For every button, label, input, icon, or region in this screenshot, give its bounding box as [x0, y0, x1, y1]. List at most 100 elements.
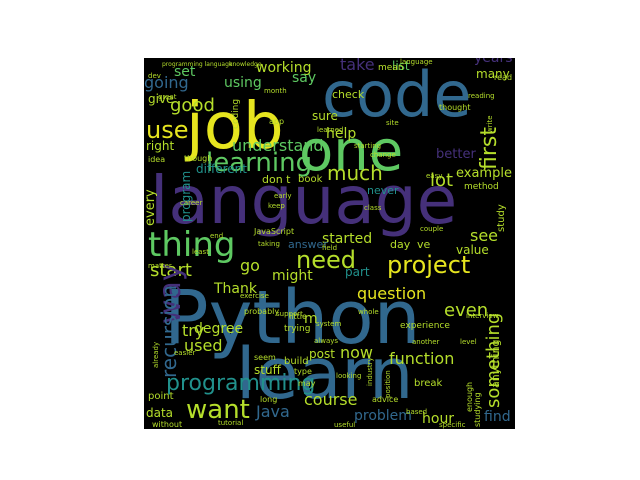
- word-50: right: [146, 139, 174, 153]
- word-7: learning: [206, 148, 312, 178]
- word-128: reading: [468, 92, 495, 100]
- word-66: program: [179, 171, 193, 222]
- word-65: every: [144, 189, 158, 226]
- word-82: enough: [465, 382, 474, 412]
- word-57: data: [146, 406, 173, 420]
- word-10: programming: [166, 371, 315, 396]
- word-69: m: [304, 311, 318, 327]
- word-94: though: [184, 154, 212, 163]
- word-73: coding: [231, 99, 241, 129]
- word-23: working: [256, 60, 312, 76]
- word-19: course: [304, 390, 357, 409]
- word-37: Thank: [213, 281, 258, 297]
- word-77: trying: [284, 324, 310, 334]
- word-64: different: [196, 162, 247, 176]
- word-32: see: [470, 226, 498, 245]
- word-0: language: [150, 162, 457, 239]
- word-100: learned: [317, 126, 343, 134]
- word-47: years: [474, 58, 513, 66]
- word-90: studying: [473, 392, 482, 427]
- word-96: write: [486, 115, 494, 133]
- word-102: class: [364, 204, 382, 212]
- word-101: field: [322, 244, 337, 252]
- word-133: specific: [439, 421, 466, 429]
- word-112: support: [276, 310, 303, 318]
- word-44: take: [340, 58, 375, 74]
- word-83: little: [289, 312, 307, 321]
- word-17: good: [170, 95, 215, 116]
- word-76: method: [464, 182, 499, 192]
- word-127: starting: [354, 142, 381, 150]
- word-59: stuff: [254, 363, 282, 377]
- word-30: help: [326, 126, 356, 142]
- word-18: function: [389, 349, 454, 368]
- word-39: find: [484, 409, 511, 425]
- word-12: use: [146, 116, 188, 144]
- word-63: book: [298, 174, 323, 185]
- word-29: try: [182, 321, 204, 340]
- word-75: mean: [378, 63, 404, 73]
- word-24: understand: [232, 136, 324, 155]
- word-35: way: [153, 263, 188, 324]
- word-5: one: [299, 119, 403, 184]
- word-110: least: [192, 248, 209, 256]
- word-89: break: [414, 378, 443, 389]
- word-132: position: [384, 370, 392, 398]
- word-129: easy: [426, 172, 442, 180]
- word-52: check: [332, 88, 365, 101]
- word-72: better: [436, 147, 476, 162]
- word-14: something: [483, 313, 504, 408]
- word-62: don t: [262, 173, 291, 186]
- word-93: idea: [148, 155, 165, 164]
- word-88: may: [298, 379, 316, 388]
- word-36: go: [240, 256, 260, 275]
- word-2: learn: [236, 333, 413, 415]
- word-135: interview: [466, 312, 499, 320]
- word-87: type: [294, 367, 312, 376]
- word-124: programming language: [162, 61, 233, 68]
- word-25: example: [456, 166, 512, 181]
- word-45: list: [392, 59, 410, 73]
- word-106: industry: [366, 357, 374, 386]
- word-56: degree: [194, 321, 243, 337]
- word-55: ve: [417, 238, 431, 251]
- word-91: advice: [372, 395, 398, 404]
- word-6: thing: [148, 225, 235, 265]
- word-42: using: [224, 75, 262, 91]
- word-119: early: [274, 192, 292, 200]
- word-126: knowledge: [229, 61, 262, 68]
- word-48: going: [144, 73, 189, 92]
- word-123: language: [400, 58, 433, 66]
- word-99: month: [264, 87, 287, 95]
- word-38: might: [272, 268, 313, 284]
- word-49: give: [148, 92, 173, 106]
- word-4: job: [184, 90, 284, 164]
- word-40: recursion: [157, 285, 181, 378]
- word-97: dev: [148, 72, 161, 80]
- word-71: anything: [489, 339, 502, 388]
- word-131: based: [406, 408, 427, 416]
- word-86: long: [260, 395, 277, 404]
- word-134: useful: [334, 421, 355, 429]
- word-67: study: [496, 204, 507, 232]
- word-58: post: [309, 347, 335, 361]
- word-85: point: [148, 391, 174, 402]
- word-46: many: [476, 67, 510, 81]
- word-41: set: [174, 64, 196, 80]
- word-34: hour: [422, 411, 454, 427]
- word-13: question: [357, 284, 426, 303]
- word-117: career: [180, 199, 202, 207]
- word-11: want: [186, 395, 250, 425]
- word-cloud-image: language Python learn code job one thing learni…: [144, 58, 515, 429]
- word-27: start: [150, 260, 192, 281]
- word-21: even: [444, 300, 488, 321]
- word-95: read: [494, 73, 512, 82]
- word-79: probably: [244, 307, 279, 316]
- word-121: exercise: [240, 292, 269, 300]
- word-114: looking: [336, 372, 361, 380]
- word-98: great: [158, 93, 177, 101]
- word-3: code: [322, 58, 472, 131]
- word-122: change: [370, 151, 396, 159]
- word-118: taking: [258, 240, 280, 248]
